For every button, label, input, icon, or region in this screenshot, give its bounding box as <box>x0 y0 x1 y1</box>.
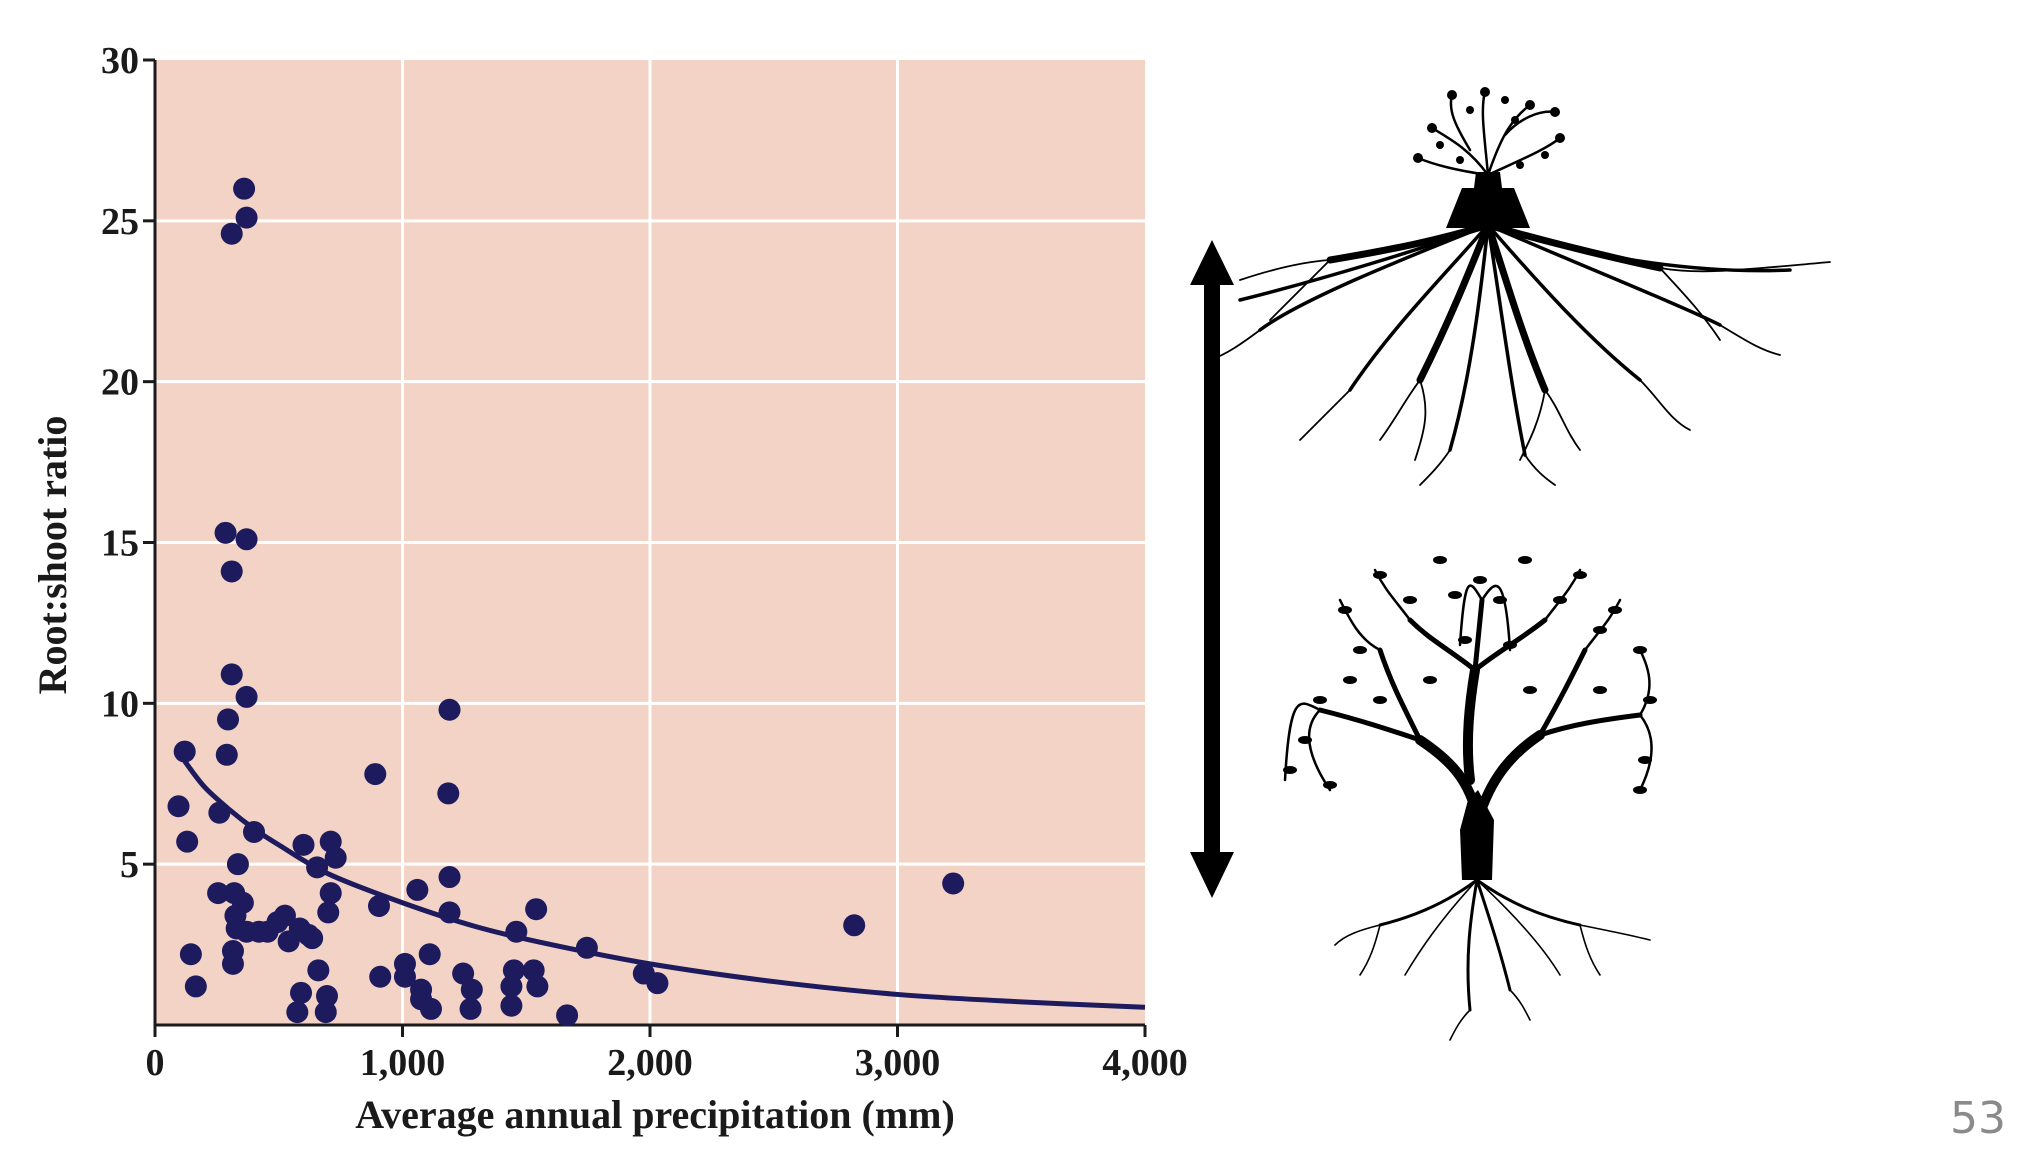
data-point <box>220 222 243 245</box>
axes <box>143 58 1147 1037</box>
data-point <box>438 698 461 721</box>
data-point <box>460 978 483 1001</box>
data-point <box>220 663 243 686</box>
data-point <box>646 972 669 995</box>
y-tick-label: 15 <box>101 523 139 565</box>
y-tick-label: 5 <box>120 844 139 886</box>
data-point <box>525 898 548 921</box>
data-point <box>235 685 258 708</box>
data-point <box>286 1001 309 1024</box>
data-point <box>393 965 416 988</box>
data-point <box>220 560 243 583</box>
data-point <box>306 856 329 879</box>
data-point <box>235 206 258 229</box>
data-point <box>208 801 231 824</box>
data-point <box>292 833 315 856</box>
data-point <box>500 975 523 998</box>
tree-top-icon <box>1209 87 1831 486</box>
fit-curve <box>182 759 1146 1010</box>
data-point <box>277 930 300 953</box>
data-point <box>176 830 199 853</box>
data-point <box>167 795 190 818</box>
data-point <box>243 821 265 843</box>
data-point <box>215 743 238 766</box>
data-point <box>418 943 441 966</box>
data-point <box>233 177 256 200</box>
data-points <box>167 177 965 1027</box>
x-tick-label: 3,000 <box>855 1042 941 1084</box>
data-point <box>505 920 528 943</box>
data-point <box>575 936 598 959</box>
y-axis-label: Root:shoot ratio <box>30 416 75 695</box>
data-point <box>452 962 475 985</box>
data-point <box>438 866 461 889</box>
data-point <box>314 1001 337 1024</box>
data-point <box>437 782 460 805</box>
page-number: 53 <box>1950 1093 2006 1144</box>
data-point <box>217 708 240 731</box>
double-arrow-icon <box>1190 240 1234 898</box>
data-point <box>364 763 387 786</box>
y-tick-label: 10 <box>101 683 139 725</box>
data-point <box>942 872 965 895</box>
data-point <box>290 981 313 1004</box>
data-point <box>179 943 202 966</box>
x-tick-label: 4,000 <box>1102 1042 1188 1084</box>
x-axis-label: Average annual precipitation (mm) <box>355 1092 955 1137</box>
data-point <box>184 975 207 998</box>
data-point <box>221 952 244 975</box>
x-tick-label: 0 <box>146 1042 165 1084</box>
y-tick-label: 25 <box>101 201 139 243</box>
data-point <box>406 878 429 901</box>
data-point <box>207 882 230 905</box>
data-point <box>324 846 347 869</box>
data-point <box>307 959 330 982</box>
y-tick-label: 20 <box>101 362 139 404</box>
data-point <box>301 927 324 950</box>
data-point <box>214 521 237 544</box>
data-point <box>502 959 525 982</box>
data-point <box>500 994 523 1017</box>
x-tick-label: 2,000 <box>607 1042 693 1084</box>
data-point <box>235 528 258 551</box>
data-point <box>316 985 339 1008</box>
data-point <box>266 911 289 934</box>
data-point <box>419 997 442 1020</box>
data-point <box>319 882 342 905</box>
data-point <box>556 1004 579 1027</box>
y-tick-label: 30 <box>101 40 139 82</box>
data-point <box>459 997 482 1020</box>
data-point <box>173 740 196 763</box>
tick-labels: 0 1,000 2,000 3,000 4,000 5 10 15 20 25 30 <box>101 40 1188 1084</box>
data-point <box>367 894 390 917</box>
data-point <box>843 914 866 937</box>
x-tick-label: 1,000 <box>360 1042 446 1084</box>
tree-bottom-icon <box>1283 556 1657 1041</box>
data-point <box>438 901 461 924</box>
data-point <box>369 965 392 988</box>
data-point <box>317 901 340 924</box>
data-point <box>526 975 549 998</box>
data-point <box>226 853 249 876</box>
